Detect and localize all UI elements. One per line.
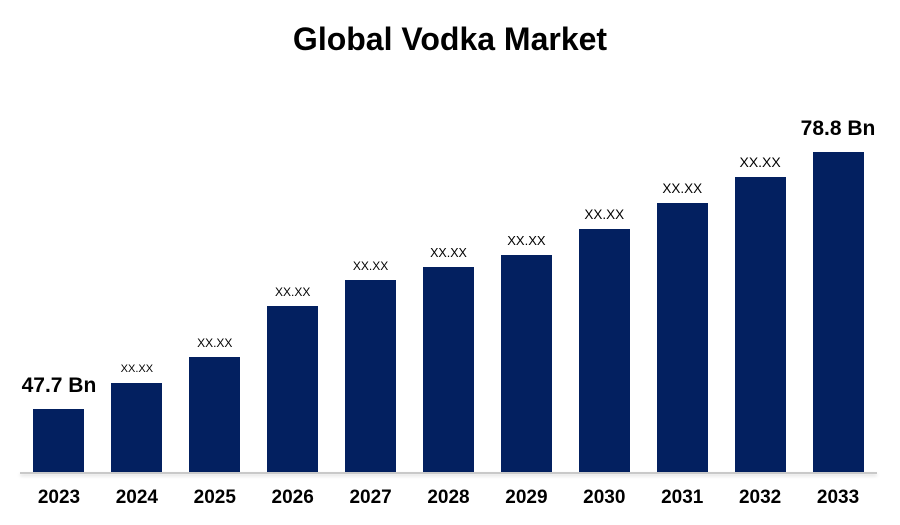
- x-axis-tick-label: 2025: [193, 487, 236, 508]
- bar-column: XX.XX: [487, 234, 565, 472]
- bar-column: XX.XX: [98, 364, 176, 472]
- x-axis-tick-label: 2028: [427, 487, 470, 508]
- x-axis-tick-label: 2024: [115, 487, 158, 508]
- bar: [578, 229, 630, 472]
- bars-row: 47.7 Bn XX.XX XX.XX XX.XX XX.XX XX.XX XX…: [20, 0, 877, 472]
- x-axis-tick-label: 2023: [37, 487, 81, 508]
- x-axis-tick-label: 2032: [738, 487, 782, 508]
- bar-value-label: XX.XX: [662, 180, 703, 196]
- bar: [734, 177, 786, 472]
- bar: [189, 357, 241, 472]
- bar-column: XX.XX: [176, 337, 254, 472]
- x-axis-tick-label: 2031: [661, 487, 704, 508]
- bar-value-label: 78.8 Bn: [800, 117, 876, 140]
- bar: [656, 203, 708, 472]
- bar-value-label: XX.XX: [507, 233, 546, 248]
- x-axis-line: [20, 472, 877, 474]
- bar-column: XX.XX: [565, 206, 643, 472]
- bar-value-label: XX.XX: [352, 259, 389, 273]
- bar: [500, 255, 552, 472]
- bar-value-label: XX.XX: [430, 245, 467, 260]
- x-axis-tick-label: 2030: [583, 487, 626, 508]
- bar: [422, 267, 474, 472]
- bar: [267, 306, 319, 472]
- bar: [345, 280, 397, 472]
- bar-value-label: XX.XX: [197, 336, 233, 350]
- bar: [812, 152, 864, 472]
- bar: [33, 409, 85, 472]
- bar-column: XX.XX: [332, 260, 410, 472]
- plot-area: 47.7 Bn XX.XX XX.XX XX.XX XX.XX XX.XX XX…: [20, 0, 877, 525]
- bar-value-label: XX.XX: [274, 285, 311, 299]
- x-axis-labels-row: 2023 2024 2025 2026 2027 2028 2029 2030 2031 2032…: [20, 488, 877, 507]
- bar: [111, 383, 163, 472]
- bar-value-label: XX.XX: [739, 154, 781, 170]
- bar-column: XX.XX: [254, 286, 332, 472]
- x-axis-tick-label: 2033: [816, 487, 860, 508]
- bar-column: XX.XX: [643, 180, 721, 472]
- bar-column: 78.8 Bn: [799, 118, 877, 472]
- x-axis-tick-label: 2026: [271, 487, 314, 508]
- x-axis-tick-label: 2029: [505, 487, 548, 508]
- chart-title: Global Vodka Market: [292, 21, 608, 57]
- bar-column: 47.7 Bn: [20, 375, 98, 472]
- bar-value-label: XX.XX: [584, 206, 625, 222]
- bar-column: XX.XX: [721, 155, 799, 472]
- bar-column: XX.XX: [410, 245, 488, 472]
- bar-value-label: XX.XX: [120, 363, 154, 375]
- bar-value-label: 47.7 Bn: [21, 374, 97, 397]
- x-axis-tick-label: 2027: [349, 487, 392, 508]
